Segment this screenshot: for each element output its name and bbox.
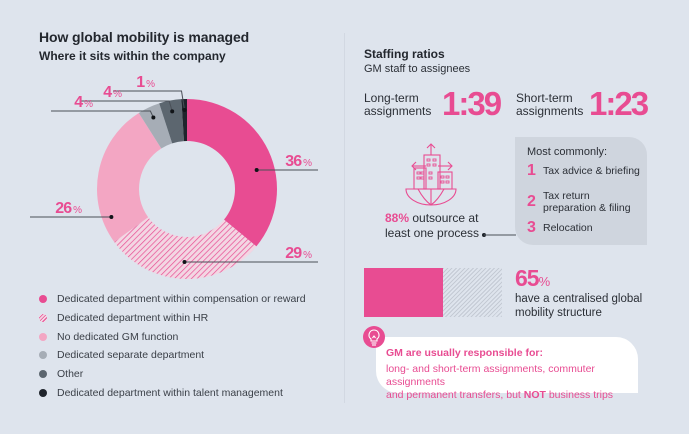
slice-label: 4% (103, 84, 122, 101)
donut-slice (187, 99, 277, 247)
leader-line (80, 100, 175, 114)
legend-label: Dedicated separate department (57, 349, 205, 362)
most-common-box: Most commonly: 1 Tax advice & briefing 2… (515, 137, 647, 245)
leader-line (51, 110, 156, 120)
rank-2: 2 (527, 193, 536, 210)
slice-label: 26% (55, 200, 82, 217)
centralised-bar-fill (364, 268, 443, 317)
centralised-stat: 65% have a centralised global mobility s… (515, 265, 642, 320)
callout-line-2-post: business trips (545, 389, 614, 401)
donut-chart: 36 % 29 % 26 % 4 % 4 % 1% (30, 74, 318, 279)
rank-3: 3 (527, 219, 536, 236)
donut-slice (138, 103, 173, 149)
callout-line-2-pre: and permanent transfers, but (386, 389, 524, 401)
short-term-value: 1:23 (589, 85, 649, 122)
common-item-2-text-1: Tax return (543, 190, 590, 202)
chart-legend: Dedicated department within compensation… (39, 290, 306, 402)
staffing-subtitle: GM staff to assignees (364, 63, 471, 75)
short-term-label-1: Short-term (516, 91, 573, 105)
legend-swatch (39, 351, 47, 360)
outsource-text-1: outsource at (409, 211, 479, 225)
legend-swatch (39, 332, 47, 341)
outsource-connector (482, 233, 516, 237)
slice-label: 4% (74, 94, 93, 111)
centralised-bar-remainder (443, 268, 502, 317)
leader-line (113, 90, 187, 113)
centralised-number: 65 (515, 265, 540, 291)
centralised-text-1: have a centralised global (515, 293, 643, 305)
donut-slice (159, 99, 184, 144)
outsource-text-2: least one process (385, 226, 480, 240)
donut-slice (114, 217, 257, 279)
callout-title: GM are usually responsible for: (386, 347, 543, 359)
slice-label: 36% (285, 153, 312, 170)
legend-label: Dedicated department within talent manag… (57, 386, 283, 399)
page-subtitle: Where it sits within the company (39, 49, 226, 63)
legend-label: Dedicated department within HR (57, 312, 209, 325)
outsource-stat: 88% outsource at least one process (385, 211, 479, 241)
centralised-suffix: % (538, 274, 551, 289)
legend-swatch (39, 314, 47, 323)
callout-line-1: long- and short-term assignments, commut… (386, 363, 595, 388)
most-common-title: Most commonly: (527, 146, 608, 158)
legend-label: Dedicated department within compensation… (57, 293, 306, 306)
slice-label: 1% (136, 74, 155, 91)
legend-label: No dedicated GM function (57, 330, 179, 343)
common-item-3-text: Relocation (543, 222, 593, 234)
legend-item: No dedicated GM function (39, 327, 306, 346)
outsource-percent: 88% (385, 211, 410, 225)
common-item-1: 1 Tax advice & briefing (527, 162, 640, 179)
lightbulb-icon (363, 326, 385, 348)
long-term-label-2: assignments (364, 104, 432, 118)
page-title: How global mobility is managed (39, 29, 250, 45)
callout-line-2-bold: NOT (523, 389, 546, 401)
donut-slice (97, 113, 162, 242)
common-item-1-text: Tax advice & briefing (543, 165, 640, 177)
long-term-value: 1:39 (442, 85, 502, 122)
common-item-2-text-2: preparation & filing (543, 202, 631, 214)
staffing-title: Staffing ratios (364, 47, 445, 61)
short-term-label-2: assignments (516, 104, 584, 118)
legend-item: Dedicated department within HR (39, 309, 306, 328)
callout-body: long- and short-term assignments, commut… (386, 363, 638, 402)
common-item-2: 2 Tax return preparation & filing (527, 190, 631, 214)
legend-swatch (39, 295, 47, 304)
legend-swatch (39, 388, 47, 397)
legend-item: Other (39, 365, 306, 384)
legend-swatch (39, 370, 47, 379)
legend-item: Dedicated department within compensation… (39, 290, 306, 309)
common-item-3: 3 Relocation (527, 219, 593, 236)
leader-line (182, 260, 318, 264)
legend-item: Dedicated department within talent manag… (39, 383, 306, 402)
legend-item: Dedicated separate department (39, 346, 306, 365)
buildings-globe-icon (405, 143, 457, 206)
responsibility-callout: GM are usually responsible for: long- an… (376, 337, 638, 401)
centralised-bar (364, 268, 502, 317)
centralised-text-2: mobility structure (515, 307, 602, 319)
rank-1: 1 (527, 162, 536, 179)
legend-label: Other (57, 368, 84, 381)
slice-label: 29% (285, 245, 312, 262)
section-divider (344, 33, 345, 403)
long-term-label-1: Long-term (364, 91, 419, 105)
leader-line (254, 168, 318, 172)
leader-line (30, 215, 114, 219)
